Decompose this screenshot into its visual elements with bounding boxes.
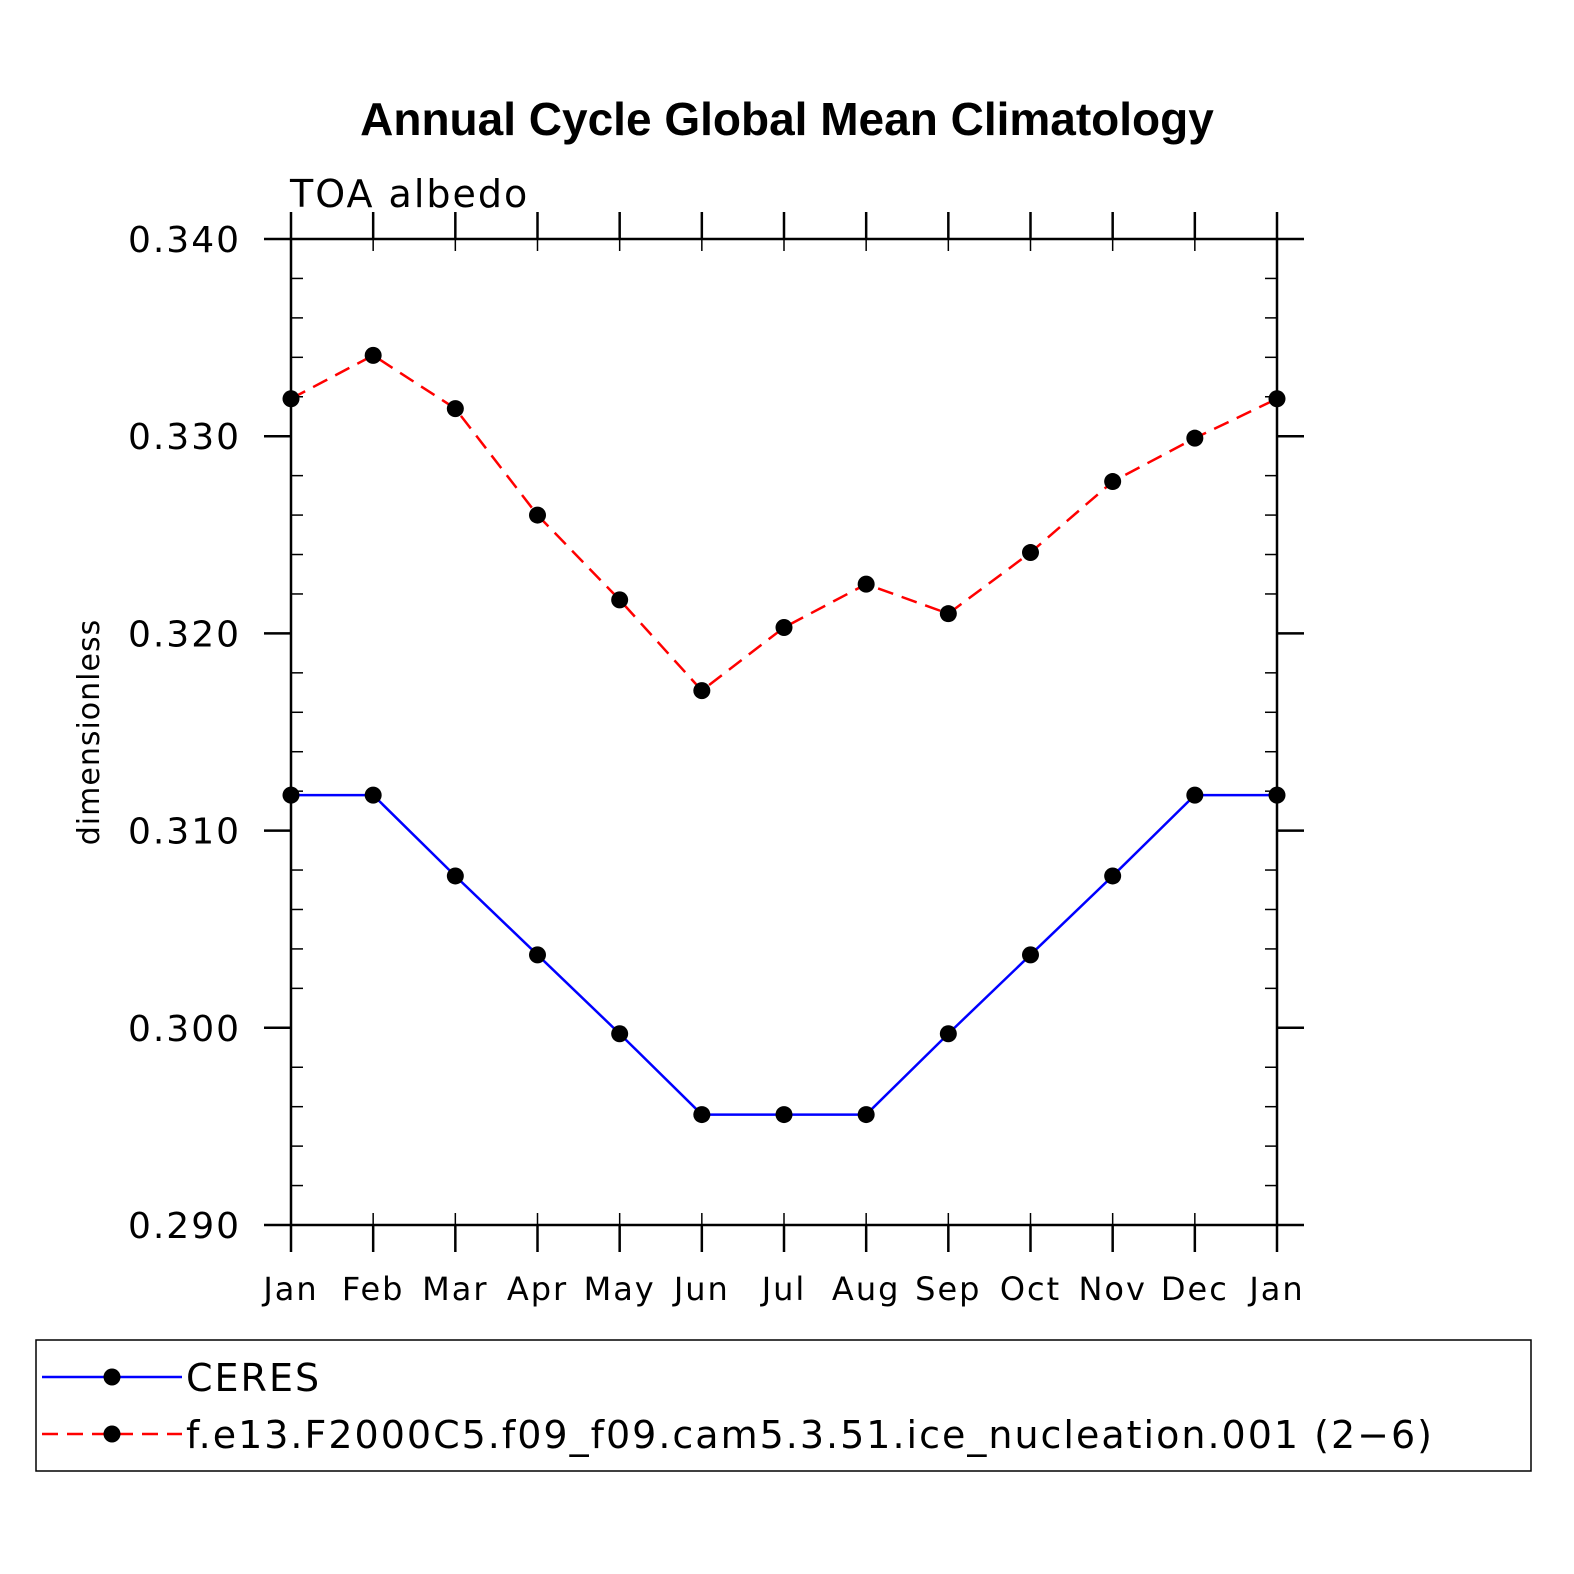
data-point (693, 1106, 711, 1124)
y-tick-label: 0.320 (128, 614, 241, 655)
data-point (693, 682, 711, 700)
data-point (446, 400, 464, 418)
x-tick-label: Oct (1000, 1270, 1061, 1308)
data-point (282, 786, 300, 804)
series-layer (282, 346, 1286, 1124)
data-point (1022, 544, 1039, 562)
data-point (1104, 867, 1122, 885)
chart-title: Annual Cycle Global Mean Climatology (360, 93, 1214, 145)
y-tick-label: 0.290 (128, 1206, 241, 1247)
data-point (611, 591, 629, 609)
legend-marker (103, 1425, 121, 1443)
x-tick-label: Apr (507, 1270, 568, 1308)
x-tick-label: Feb (342, 1270, 405, 1308)
y-tick-label: 0.330 (128, 417, 241, 458)
x-tick-label: Aug (832, 1270, 900, 1308)
x-tick-label: Jun (672, 1270, 730, 1308)
data-point (364, 786, 382, 804)
data-point (529, 946, 546, 964)
data-point (775, 618, 793, 636)
data-point (857, 1106, 875, 1124)
x-tick-label: Jul (760, 1270, 807, 1308)
data-point (939, 605, 957, 623)
y-axis-label: dimensionless (72, 619, 107, 845)
data-point (939, 1025, 957, 1043)
legend: CERES f.e13.F2000C5.f09_f09.cam5.3.51.ice… (35, 1339, 1532, 1472)
data-point (446, 867, 464, 885)
data-point (529, 506, 546, 524)
data-point (611, 1025, 629, 1043)
y-tick-label: 0.310 (128, 812, 241, 853)
x-tick-label: May (584, 1270, 656, 1308)
y-tick-label: 0.300 (128, 1009, 241, 1050)
data-point (1104, 473, 1122, 491)
data-point (1186, 429, 1204, 447)
axes-layer: 0.290 0.300 0.310 0.320 0.330 0.340 Jan Feb Mar A… (128, 212, 1304, 1308)
x-tick-label: Dec (1161, 1270, 1229, 1308)
y-tick-label: 0.340 (128, 220, 241, 261)
legend-entries: CERES f.e13.F2000C5.f09_f09.cam5.3.51.ice… (42, 1356, 1434, 1457)
legend-box (35, 1339, 1532, 1472)
data-point (1268, 390, 1286, 408)
data-point (1186, 786, 1204, 804)
x-tick-label: Jan (261, 1270, 318, 1308)
x-tick-label: Jan (1247, 1270, 1304, 1308)
chart-subtitle: TOA albedo (289, 172, 529, 216)
legend-label: f.e13.F2000C5.f09_f09.cam5.3.51.ice_nucl… (186, 1413, 1434, 1457)
data-point (1268, 786, 1286, 804)
series-line-ceres (291, 793, 1277, 1116)
legend-label: CERES (186, 1356, 321, 1400)
legend-marker (103, 1368, 121, 1386)
series-line-model (290, 353, 1278, 693)
data-point (364, 346, 382, 364)
x-tick-label: Mar (422, 1270, 488, 1308)
x-tick-label: Sep (915, 1270, 981, 1308)
data-point (282, 390, 300, 408)
plot-frame (289, 237, 1279, 1227)
data-point (775, 1106, 793, 1124)
x-tick-label: Nov (1078, 1270, 1146, 1308)
data-point (857, 575, 875, 593)
data-point (1022, 946, 1039, 964)
